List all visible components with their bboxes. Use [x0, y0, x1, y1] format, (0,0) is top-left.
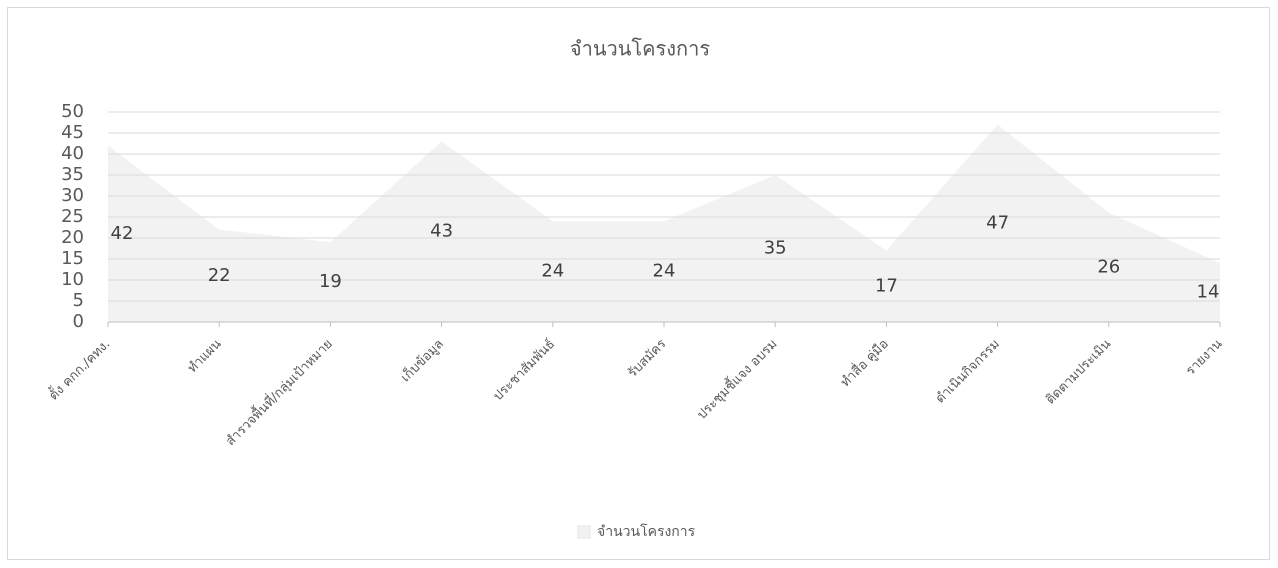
- data-label: 19: [319, 271, 342, 292]
- y-tick-label: 50: [61, 101, 84, 122]
- data-label: 43: [430, 221, 453, 242]
- area: [108, 124, 1220, 322]
- y-tick-label: 20: [61, 227, 84, 248]
- data-label: 47: [986, 212, 1009, 233]
- chart-title: จำนวนโครงการ: [570, 37, 710, 61]
- data-label: 24: [653, 261, 676, 282]
- y-tick-label: 25: [61, 206, 84, 227]
- y-tick-label: 15: [61, 248, 84, 269]
- y-tick-label: 40: [61, 143, 84, 164]
- data-label: 14: [1197, 282, 1220, 303]
- y-tick-label: 35: [61, 164, 84, 185]
- y-tick-label: 30: [61, 185, 84, 206]
- y-tick-label: 10: [61, 269, 84, 290]
- legend-label: จำนวนโครงการ: [597, 523, 696, 540]
- legend-swatch: [577, 525, 591, 539]
- data-label: 17: [875, 275, 898, 296]
- data-label: 24: [541, 261, 564, 282]
- data-label: 26: [1097, 256, 1120, 277]
- y-tick-label: 45: [61, 122, 84, 143]
- data-label: 35: [764, 238, 787, 259]
- data-label: 42: [111, 223, 134, 244]
- y-tick-label: 5: [73, 290, 84, 311]
- y-tick-label: 0: [73, 311, 84, 332]
- data-label: 22: [208, 265, 231, 286]
